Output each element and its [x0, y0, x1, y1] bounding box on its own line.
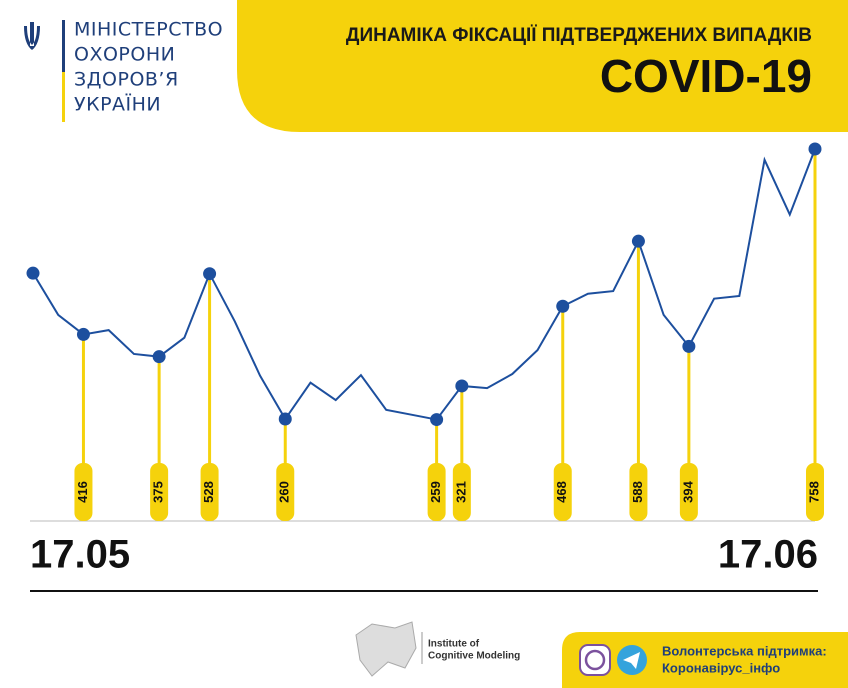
data-label: 375: [151, 481, 166, 503]
data-point: [455, 379, 469, 393]
x-tick-label: 17.05: [30, 533, 130, 577]
label-pill: [427, 463, 446, 521]
chart-title: ДИНАМІКА ФІКСАЦІЇ ПІДТВЕРДЖЕНИХ ВИПАДКІВ: [346, 25, 812, 46]
support-text: Коронавірус_інфо: [662, 660, 780, 675]
data-label: 468: [554, 481, 569, 503]
data-point: [631, 234, 645, 248]
data-label: 260: [277, 481, 292, 503]
ministry-line: ОХОРОНИ: [74, 44, 175, 66]
support-text: Волонтерська підтримка:: [662, 643, 827, 658]
x-tick-label: 17.06: [718, 533, 818, 577]
data-label: 416: [75, 481, 90, 503]
plot: 416 375 528 260 259 321 468 588 394 758 17.05 17.06: [26, 142, 824, 577]
label-pill: [452, 463, 471, 521]
telegram-glyph: [623, 652, 640, 669]
data-point: [682, 339, 696, 353]
data-point: [278, 412, 292, 426]
data-label: 321: [453, 481, 468, 503]
divider-blue: [62, 20, 65, 72]
ministry-line: ЗДОРОВ’Я: [74, 69, 179, 91]
label-pill: [806, 463, 824, 521]
ministry-line: УКРАЇНИ: [74, 93, 161, 116]
label-pill: [553, 463, 572, 521]
data-point: [26, 266, 40, 280]
label-pill: [629, 463, 648, 521]
divider-yellow: [62, 72, 65, 122]
data-line: [32, 148, 816, 421]
viber-icon[interactable]: [579, 644, 611, 676]
label-pill: [200, 463, 219, 521]
chart-subtitle: COVID-19: [600, 50, 812, 102]
institute-name: Institute of: [428, 639, 480, 650]
data-label: 758: [806, 481, 821, 503]
label-pill: [276, 463, 295, 521]
label-pill: [74, 463, 93, 521]
data-point: [152, 350, 166, 364]
header-band: [237, 0, 848, 132]
ministry-line: МІНІСТЕРСТВО: [74, 19, 223, 41]
data-label: 259: [428, 481, 443, 503]
data-label: 588: [630, 481, 645, 503]
institute-logo: [355, 621, 423, 677]
viber-glyph: [584, 649, 606, 671]
data-label: 394: [680, 480, 695, 502]
data-point: [430, 413, 444, 427]
data-point: [808, 142, 822, 156]
data-label: 528: [201, 481, 216, 503]
label-pill: [150, 463, 169, 521]
label-pill: [679, 463, 698, 521]
institute-name: Cognitive Modeling: [428, 651, 520, 662]
data-point: [76, 327, 90, 341]
data-point: [556, 299, 570, 313]
data-point: [203, 267, 217, 281]
trident-emblem: [24, 22, 40, 50]
